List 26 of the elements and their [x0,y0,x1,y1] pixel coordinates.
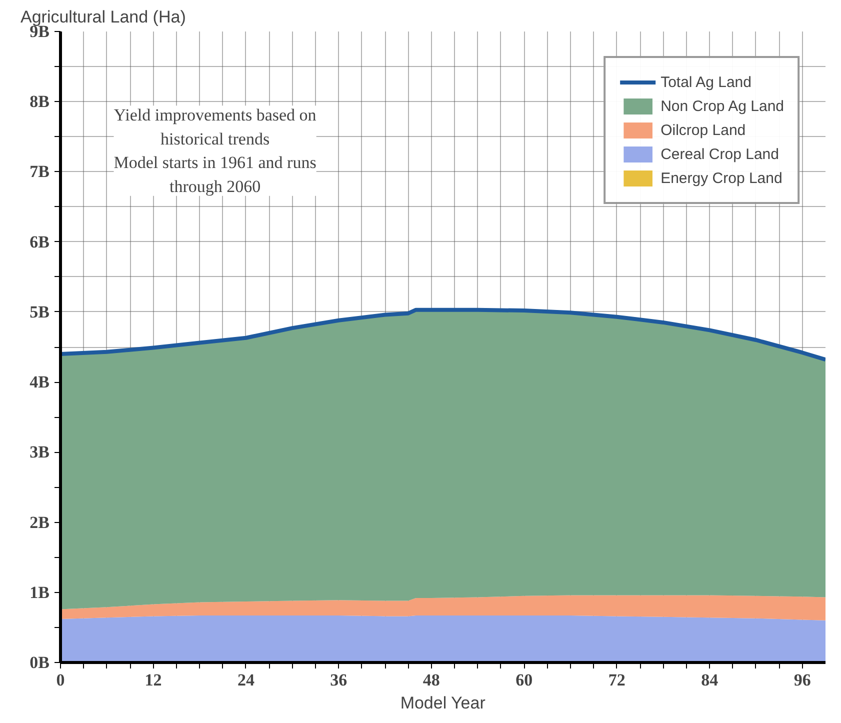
y-tick-label: 5B [30,302,50,322]
legend-label: Total Ag Land [660,74,752,90]
x-axis-title: Model Year [400,694,486,712]
legend-label: Oilcrop Land [660,122,746,138]
x-tick-label: 72 [608,670,626,690]
y-tick-label: 7B [30,162,50,182]
y-tick-label: 4B [30,372,50,392]
x-tick-label: 0 [56,670,65,690]
legend-label: Non Crop Ag Land [660,98,784,114]
y-tick-label: 3B [30,442,50,462]
line-series [60,308,826,362]
x-tick-label: 84 [701,670,719,690]
y-tick-label: 2B [30,512,50,532]
y-tick-label: 0B [30,653,50,672]
x-tick-label: 60 [516,670,533,690]
y-tick-label: 1B [30,582,50,602]
x-tick-label: 96 [794,670,811,690]
annotation: Yield improvements based on historical trends Model starts in 1961 and runs through 2060 [114,106,317,196]
x-tick-label: 24 [237,670,255,690]
x-tick-label: 36 [330,670,348,690]
legend-label: Cereal Crop Land [660,146,779,162]
x-tick-label: 48 [422,670,440,690]
y-tick-label: 8B [30,92,50,112]
x-tick-label: 12 [144,670,162,690]
legend-label: Energy Crop Land [660,170,782,186]
y-tick-label: 6B [30,232,50,252]
